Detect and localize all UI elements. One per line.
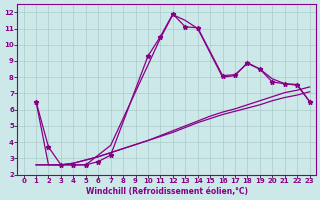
X-axis label: Windchill (Refroidissement éolien,°C): Windchill (Refroidissement éolien,°C) [86,187,248,196]
